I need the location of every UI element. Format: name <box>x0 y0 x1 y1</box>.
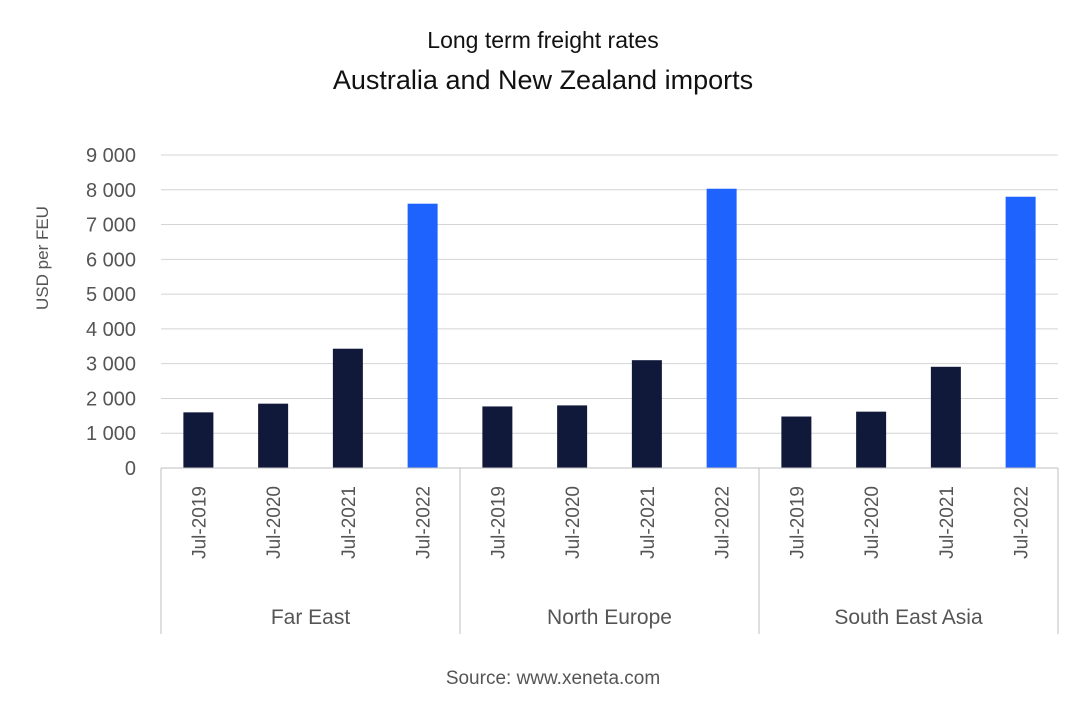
y-tick-label: 6 000 <box>86 249 136 271</box>
y-tick-label: 8 000 <box>86 180 136 202</box>
y-axis-label: USD per FEU <box>33 206 52 310</box>
y-tick-label: 9 000 <box>86 145 136 167</box>
bar <box>183 412 214 468</box>
x-tick-label: Jul-2021 <box>937 486 958 559</box>
x-tick-label: Jul-2020 <box>862 486 883 559</box>
group-label: South East Asia <box>834 606 983 629</box>
bar <box>856 411 887 468</box>
y-tick-label: 1 000 <box>86 423 136 445</box>
group-label: Far East <box>271 606 351 629</box>
x-tick-label: Jul-2019 <box>488 486 509 559</box>
x-tick-label: Jul-2019 <box>787 486 808 559</box>
bar <box>1005 196 1036 468</box>
x-tick-label: Jul-2020 <box>264 486 285 559</box>
x-tick-label: Jul-2020 <box>563 486 584 559</box>
x-tick-label: Jul-2022 <box>1012 486 1033 559</box>
bar <box>706 188 737 469</box>
x-tick-label: Jul-2022 <box>713 486 734 559</box>
bar <box>631 360 662 468</box>
y-tick-label: 0 <box>125 458 136 480</box>
x-axis: Jul-2019 Jul-2020 Jul-2021 Jul-2022 Far East… <box>160 467 1059 634</box>
chart-subtitle: Long term freight rates <box>427 27 658 53</box>
x-tick-label: Jul-2022 <box>414 486 435 559</box>
bar <box>407 203 438 468</box>
y-tick-label: 4 000 <box>86 319 136 341</box>
bar <box>930 366 961 468</box>
bar <box>258 403 289 468</box>
bar <box>482 406 513 468</box>
chart-title: Australia and New Zealand imports <box>333 65 753 95</box>
y-tick-label: 7 000 <box>86 215 136 237</box>
group-label: North Europe <box>547 606 672 629</box>
bar <box>781 416 812 468</box>
bar <box>332 348 363 468</box>
y-tick-label: 5 000 <box>86 284 136 306</box>
bars <box>183 188 1036 469</box>
x-tick-label: Jul-2019 <box>189 486 210 559</box>
y-tick-label: 2 000 <box>86 388 136 410</box>
y-tick-label: 3 000 <box>86 354 136 376</box>
bar <box>557 405 588 468</box>
source-note: Source: www.xeneta.com <box>446 668 660 689</box>
x-tick-label: Jul-2021 <box>638 486 659 559</box>
x-tick-label: Jul-2021 <box>339 486 360 559</box>
y-axis-ticks: 0 1 000 2 000 3 000 4 000 5 000 6 000 7 000 8 00… <box>86 145 136 480</box>
gridlines <box>161 154 1058 434</box>
